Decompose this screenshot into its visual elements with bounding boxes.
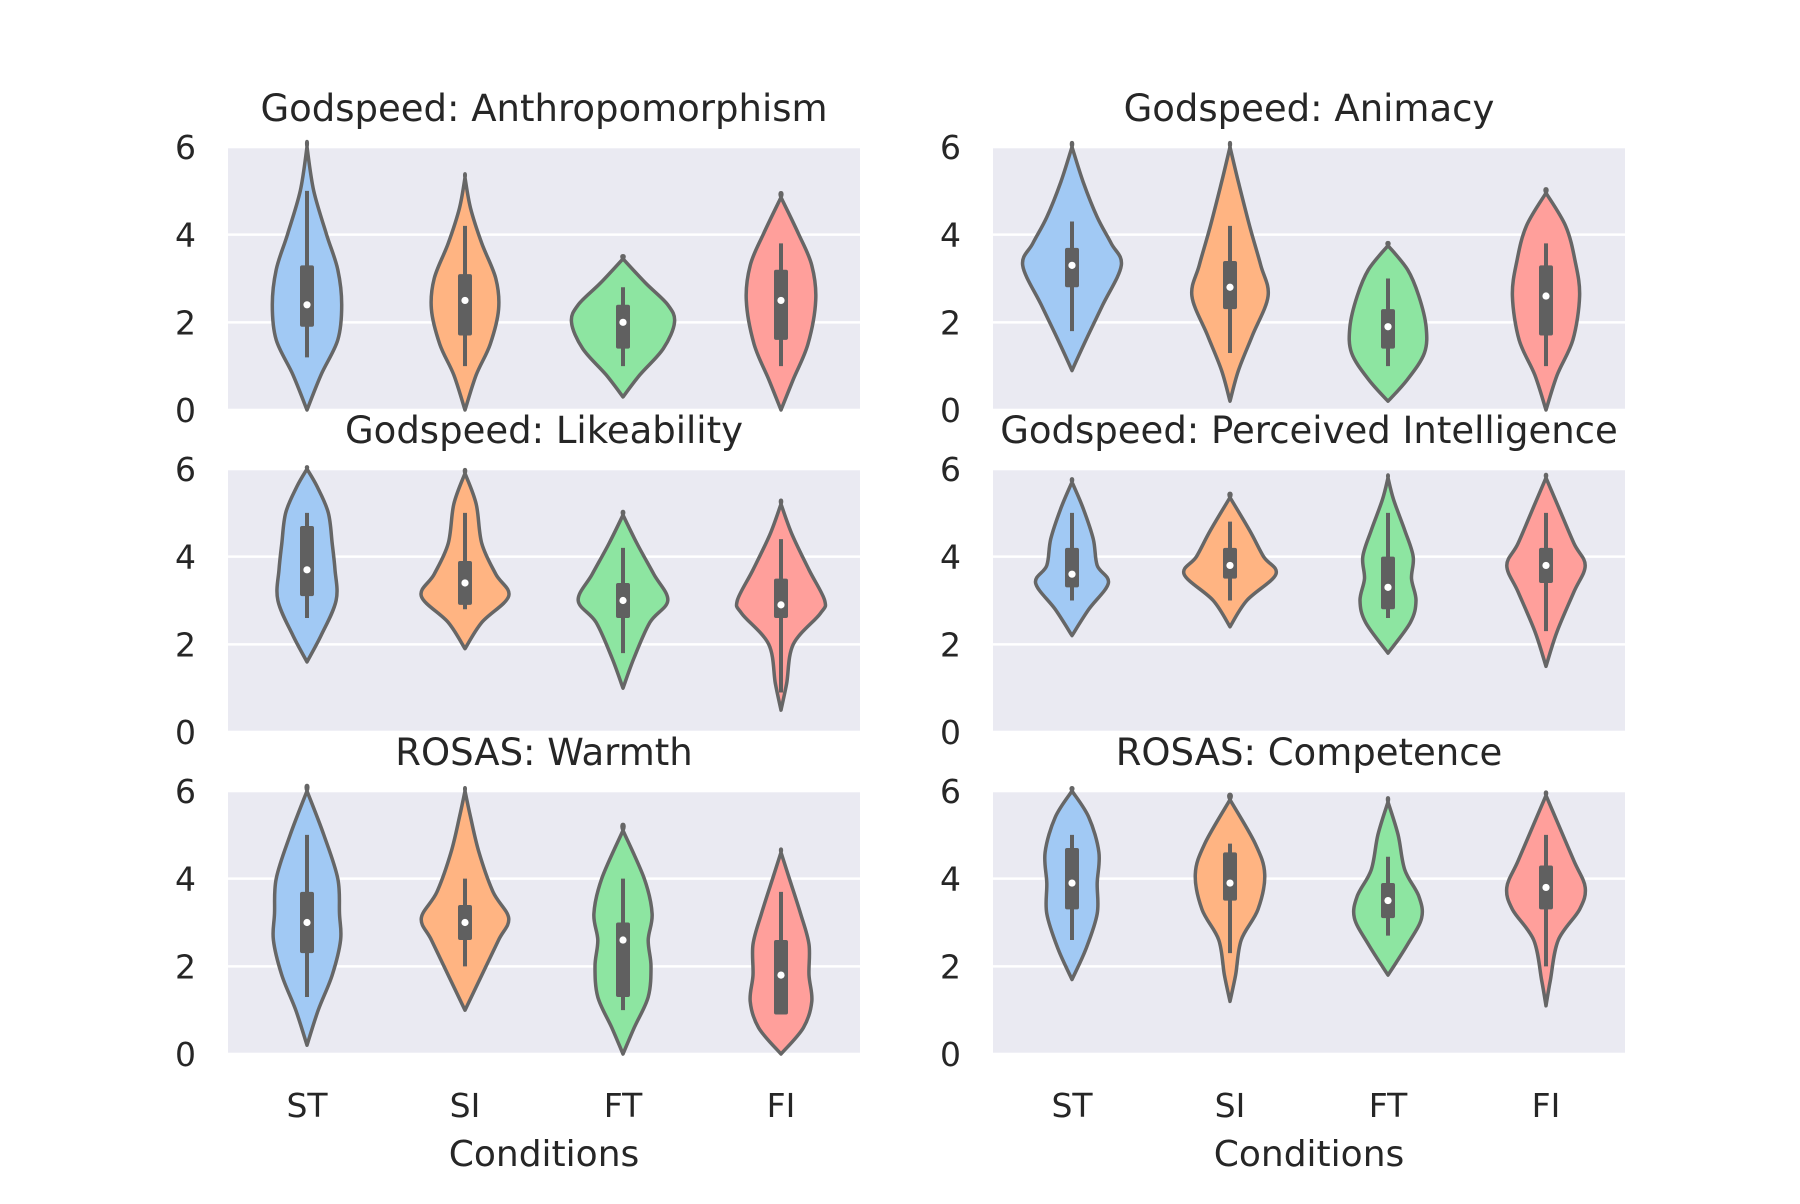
violin-iqr-box xyxy=(1065,847,1079,910)
y-tick-label: 4 xyxy=(175,216,196,255)
y-tick-label: 2 xyxy=(175,947,196,986)
y-tick-label: 2 xyxy=(940,625,961,664)
y-tick-label: 4 xyxy=(940,860,961,899)
violin-median xyxy=(1542,292,1550,300)
violin-median xyxy=(777,601,785,609)
violin-iqr-box xyxy=(774,269,788,340)
y-tick-label: 6 xyxy=(175,772,196,811)
violin-iqr-box xyxy=(1381,556,1395,610)
x-tick-label: FT xyxy=(604,1086,643,1125)
violin-median xyxy=(1226,283,1234,291)
y-tick-label: 4 xyxy=(940,538,961,577)
x-tick-label: FI xyxy=(767,1086,796,1125)
x-tick-label: SI xyxy=(450,1086,481,1125)
y-tick-label: 6 xyxy=(940,128,961,167)
violin-median xyxy=(1226,879,1234,887)
y-tick-label: 2 xyxy=(940,947,961,986)
violin-iqr-box xyxy=(616,922,630,998)
y-tick-label: 0 xyxy=(175,391,196,430)
violin-median xyxy=(461,918,469,927)
violin-median xyxy=(303,918,311,927)
y-tick-label: 6 xyxy=(940,450,961,489)
panel-title: Godspeed: Anthropomorphism xyxy=(260,87,827,130)
y-tick-label: 2 xyxy=(175,303,196,342)
violin-median xyxy=(777,296,785,305)
violin-median xyxy=(303,301,311,309)
violin-median xyxy=(1068,879,1076,887)
violin-median xyxy=(461,296,469,305)
violin-median xyxy=(303,566,311,574)
violin-median xyxy=(777,971,785,979)
y-tick-label: 2 xyxy=(940,303,961,342)
violin-median xyxy=(1384,323,1392,331)
panel-title: ROSAS: Competence xyxy=(1116,731,1503,774)
violin-iqr-box xyxy=(300,265,314,327)
x-tick-label: SI xyxy=(1215,1086,1246,1125)
violin-iqr-box xyxy=(616,304,630,349)
y-tick-label: 0 xyxy=(175,713,196,752)
violin-median xyxy=(1068,261,1076,269)
x-tick-label: FI xyxy=(1532,1086,1561,1125)
y-tick-label: 4 xyxy=(175,538,196,577)
y-tick-label: 6 xyxy=(175,450,196,489)
violin-median xyxy=(619,318,627,326)
violin-iqr-box xyxy=(1065,547,1079,588)
panel-title: Godspeed: Likeability xyxy=(345,409,743,452)
violin-median xyxy=(461,579,469,587)
violin-median xyxy=(1226,561,1234,570)
violin-iqr-box xyxy=(774,578,788,619)
violin-median xyxy=(619,596,627,605)
y-tick-label: 0 xyxy=(940,713,961,752)
panel-title: Godspeed: Animacy xyxy=(1124,87,1495,130)
x-tick-label: ST xyxy=(1051,1086,1093,1125)
x-axis-label: Conditions xyxy=(449,1134,640,1175)
violin-iqr-box xyxy=(1539,265,1553,336)
violin-median xyxy=(1068,570,1076,578)
x-tick-label: ST xyxy=(286,1086,328,1125)
y-tick-label: 0 xyxy=(940,1035,961,1074)
y-tick-label: 0 xyxy=(175,1035,196,1074)
panel-title: Godspeed: Perceived Intelligence xyxy=(1000,409,1618,452)
panel-title: ROSAS: Warmth xyxy=(395,731,692,774)
y-tick-label: 4 xyxy=(940,216,961,255)
violin-median xyxy=(1384,583,1392,591)
violin-median xyxy=(619,936,627,944)
violin-median xyxy=(1542,883,1550,892)
y-tick-label: 4 xyxy=(175,860,196,899)
violin-iqr-box xyxy=(300,525,314,597)
violin-median xyxy=(1384,896,1392,905)
plot-area xyxy=(993,791,1625,1054)
x-tick-label: FT xyxy=(1369,1086,1408,1125)
violin-iqr-box xyxy=(458,274,472,336)
y-tick-label: 6 xyxy=(175,128,196,167)
violin-iqr-box xyxy=(1223,852,1237,901)
x-axis-label: Conditions xyxy=(1214,1134,1405,1175)
y-tick-label: 6 xyxy=(940,772,961,811)
y-tick-label: 2 xyxy=(175,625,196,664)
violin-median xyxy=(1542,561,1550,570)
y-tick-label: 0 xyxy=(940,391,961,430)
